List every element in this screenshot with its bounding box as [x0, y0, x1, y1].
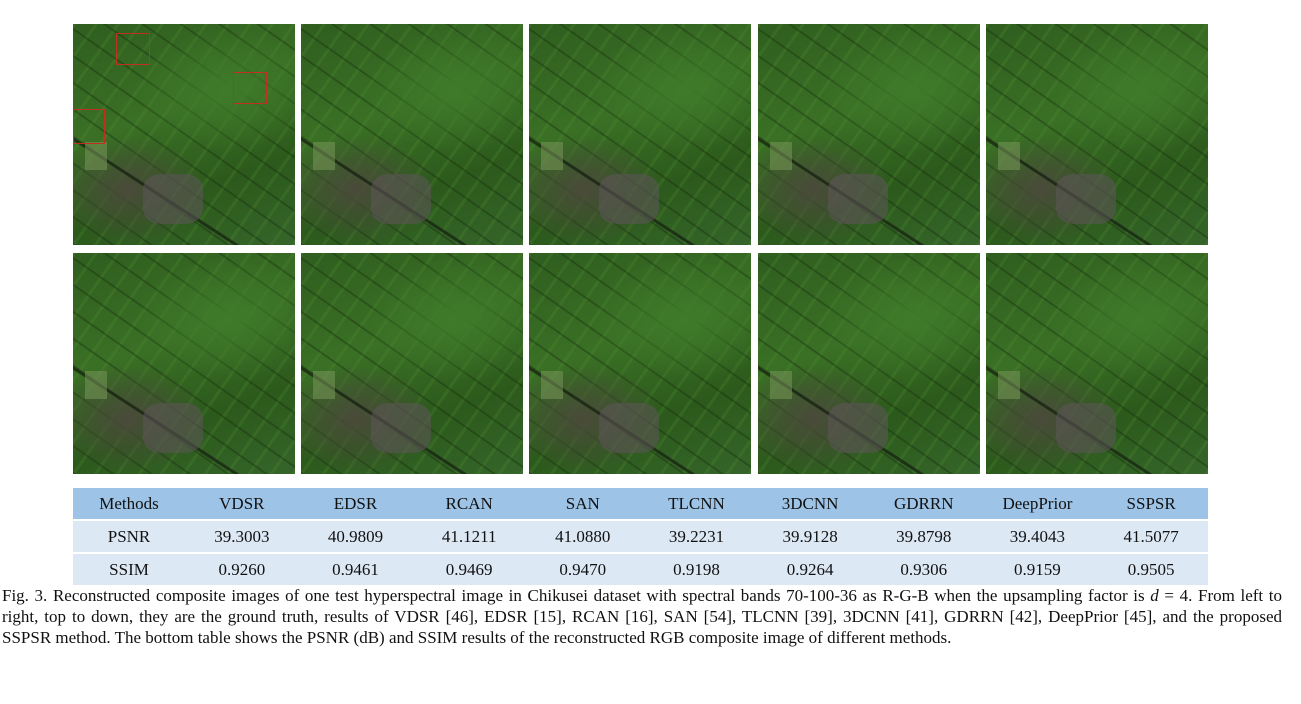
table-cell: PSNR	[73, 519, 185, 553]
table-cell: GDRRN	[866, 488, 981, 520]
table-cell: 39.4043	[980, 519, 1095, 553]
table-cell: 0.9461	[298, 552, 413, 585]
terrain-town	[371, 174, 431, 224]
image-gdrrn	[529, 253, 751, 474]
table-header-row: Methods VDSR EDSR RCAN SAN TLCNN 3DCNN GDRRN Dee…	[73, 488, 1208, 520]
terrain-pad	[541, 142, 563, 170]
table-row: PSNR 39.3003 40.9809 41.1211 41.0880 39.2231 3…	[73, 519, 1208, 553]
terrain-pad	[85, 371, 107, 399]
terrain-town	[828, 403, 888, 453]
terrain-town	[143, 174, 203, 224]
caption-variable: d	[1150, 586, 1159, 605]
terrain-pad	[998, 142, 1020, 170]
table-cell: EDSR	[298, 488, 413, 520]
table-cell: SAN	[525, 488, 640, 520]
table-cell: 40.9809	[298, 519, 413, 553]
table-cell: 41.0880	[525, 519, 640, 553]
terrain-town	[1056, 174, 1116, 224]
terrain-pad	[998, 371, 1020, 399]
table-cell: 3DCNN	[753, 488, 867, 520]
terrain-town	[828, 174, 888, 224]
highlight-box-2	[233, 72, 267, 104]
table-cell: 0.9159	[980, 552, 1095, 585]
image-sspsr	[986, 253, 1208, 474]
image-ground-truth	[73, 24, 295, 245]
highlight-box-3	[73, 109, 105, 144]
terrain-town	[371, 403, 431, 453]
image-grid	[73, 24, 1208, 474]
terrain-pad	[770, 142, 792, 170]
table-cell: 41.5077	[1094, 519, 1208, 553]
terrain-pad	[541, 371, 563, 399]
table-cell: 39.9128	[753, 519, 867, 553]
table-cell: 39.3003	[185, 519, 299, 553]
table-cell: VDSR	[185, 488, 299, 520]
image-vdsr	[301, 24, 523, 245]
table-cell: 0.9260	[185, 552, 299, 585]
terrain-pad	[770, 371, 792, 399]
table-cell: RCAN	[412, 488, 526, 520]
table-row: SSIM 0.9260 0.9461 0.9469 0.9470 0.9198 0.9264…	[73, 552, 1208, 585]
table-cell: TLCNN	[639, 488, 754, 520]
terrain-pad	[85, 142, 107, 170]
figure-caption: Fig. 3. Reconstructed composite images o…	[2, 585, 1282, 648]
terrain-town	[599, 174, 659, 224]
table-cell: 0.9198	[639, 552, 754, 585]
image-san	[986, 24, 1208, 245]
table-cell: 0.9264	[753, 552, 867, 585]
results-table: Methods VDSR EDSR RCAN SAN TLCNN 3DCNN GDRRN Dee…	[73, 488, 1208, 585]
table-cell: 39.8798	[866, 519, 981, 553]
terrain-pad	[313, 142, 335, 170]
terrain-pad	[313, 371, 335, 399]
caption-text-start: Fig. 3. Reconstructed composite images o…	[2, 586, 1151, 605]
terrain-town	[143, 403, 203, 453]
table-cell: DeepPrior	[980, 488, 1095, 520]
table-cell: SSPSR	[1094, 488, 1208, 520]
image-rcan	[758, 24, 980, 245]
terrain-town	[1056, 403, 1116, 453]
table-cell: 0.9306	[866, 552, 981, 585]
image-edsr	[529, 24, 751, 245]
table-cell: 0.9469	[412, 552, 526, 585]
caption-text-end: = 4. From left to right, top to down, th…	[2, 586, 1282, 647]
table-cell: Methods	[73, 488, 185, 520]
terrain-town	[599, 403, 659, 453]
image-deepprior	[758, 253, 980, 474]
highlight-box-1	[116, 33, 150, 65]
table-cell: 41.1211	[412, 519, 526, 553]
table-cell: 39.2231	[639, 519, 754, 553]
image-tlcnn	[73, 253, 295, 474]
table-cell: 0.9470	[525, 552, 640, 585]
table-cell: 0.9505	[1094, 552, 1208, 585]
image-3dcnn	[301, 253, 523, 474]
table-cell: SSIM	[73, 552, 185, 585]
